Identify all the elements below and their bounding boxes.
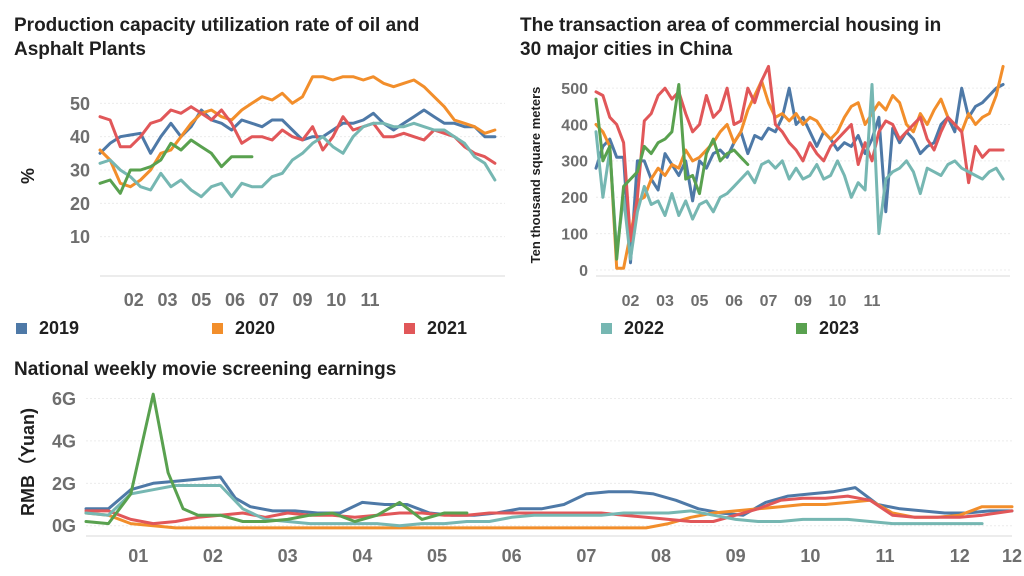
legend-label: 2020	[235, 318, 276, 338]
oil-xtick-label: 09	[292, 290, 312, 310]
legend-label: 2023	[819, 318, 860, 338]
movie-ytick-label: 4G	[52, 431, 76, 451]
housing-xtick-label: 07	[760, 293, 778, 310]
housing-ytick-label: 400	[561, 117, 588, 134]
movie-xtick-label: 02	[203, 546, 223, 566]
oil-ytick-label: 50	[70, 94, 90, 114]
oil-xtick-label: 10	[326, 290, 346, 310]
housing-xtick-label: 02	[622, 293, 640, 310]
oil-chart-title: Production capacity utilization rate of …	[14, 15, 420, 60]
legend-swatch-2021	[404, 323, 415, 334]
movie-ytick-label: 0G	[52, 516, 76, 536]
oil-xtick-label: 02	[124, 290, 144, 310]
legend-item-2021: 2021	[404, 318, 467, 339]
housing-series-2020	[594, 64, 1005, 270]
movie-xtick-label: 12	[950, 546, 970, 566]
oil-xtick-label: 05	[191, 290, 211, 310]
legend-swatch-2023	[796, 323, 807, 334]
oil-xtick-label: 11	[360, 290, 379, 310]
movie-xtick-label: 07	[576, 546, 596, 566]
housing-series-2021	[594, 64, 1005, 243]
oil-series-2019	[98, 108, 497, 155]
legend-item-2019: 2019	[16, 318, 79, 339]
movie-y-axis-label: RMB（Yuan)	[18, 408, 38, 516]
movie-xtick-label: 12	[1002, 546, 1022, 566]
legend-label: 2019	[39, 318, 80, 338]
movie-xtick-label: 06	[502, 546, 522, 566]
movie-ytick-label: 2G	[52, 474, 76, 494]
oil-ytick-label: 20	[70, 194, 90, 214]
movie-series-2022	[84, 484, 984, 528]
housing-chart-title: The transaction area of commercial housi…	[520, 15, 942, 60]
movie-series-2020	[84, 498, 1014, 530]
housing-y-axis-label: Ten thousand square meters	[528, 87, 543, 264]
housing-xtick-label: 09	[794, 293, 812, 310]
housing-xtick-label: 10	[829, 293, 847, 310]
movie-series-2021	[84, 494, 1014, 526]
movie-xtick-label: 10	[800, 546, 820, 566]
movie-xtick-label: 01	[128, 546, 148, 566]
oil-series-2022	[98, 121, 497, 199]
legend-item-2023: 2023	[796, 318, 859, 339]
housing-xtick-label: 03	[656, 293, 674, 310]
movie-series-2019	[84, 475, 1014, 517]
movie-xtick-label: 09	[726, 546, 746, 566]
oil-ytick-label: 10	[70, 227, 90, 247]
movie-xtick-label: 11	[876, 546, 895, 566]
legend-item-2022: 2022	[601, 318, 664, 339]
oil-xtick-label: 03	[157, 290, 177, 310]
movie-ytick-label: 6G	[52, 389, 76, 409]
housing-ytick-label: 200	[561, 190, 588, 207]
legend-label: 2022	[624, 318, 665, 338]
legend-item-2020: 2020	[212, 318, 275, 339]
oil-series-2023	[98, 138, 254, 195]
housing-ytick-label: 500	[561, 81, 588, 98]
housing-series-2022	[594, 83, 1005, 261]
movie-series-2023	[84, 392, 469, 526]
legend-label: 2021	[427, 318, 468, 338]
movie-xtick-label: 03	[278, 546, 298, 566]
housing-xtick-label: 06	[725, 293, 743, 310]
movie-chart-title: National weekly movie screening earnings	[14, 359, 397, 380]
legend-swatch-2019	[16, 323, 27, 334]
legend-swatch-2022	[601, 323, 612, 334]
housing-ytick-label: 300	[561, 154, 588, 171]
oil-ytick-label: 30	[70, 160, 90, 180]
housing-xtick-label: 05	[691, 293, 709, 310]
movie-xtick-label: 05	[427, 546, 447, 566]
legend-swatch-2020	[212, 323, 223, 334]
housing-series-2023	[594, 83, 750, 261]
oil-xtick-label: 07	[259, 290, 279, 310]
housing-xtick-label: 11	[864, 293, 881, 310]
oil-xtick-label: 06	[225, 290, 245, 310]
movie-xtick-label: 04	[352, 546, 372, 566]
housing-ytick-label: 100	[561, 226, 588, 243]
oil-series-2021	[98, 105, 497, 165]
legend: 2019 2020 2021 2022 2023	[16, 318, 1016, 344]
housing-ytick-label: 0	[579, 263, 588, 280]
oil-ytick-label: 40	[70, 127, 90, 147]
movie-xtick-label: 08	[651, 546, 671, 566]
oil-y-axis-label: %	[18, 168, 38, 184]
